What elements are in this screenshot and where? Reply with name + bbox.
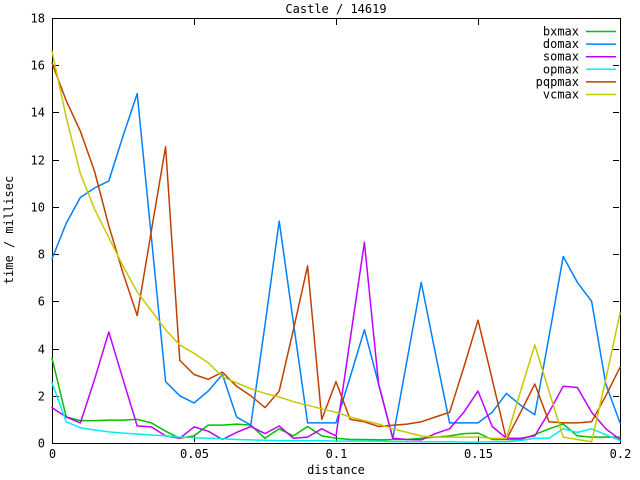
series-line-somax [51, 241, 621, 441]
plot-generated-layer: 0 2 4 6 8 10 12 14 16 18 0 0.05 0.1 0.15 0.2 bxmaxdomax… [31, 12, 632, 462]
y-tick-label: 12 [31, 154, 45, 168]
y-tick-label: 14 [31, 106, 45, 120]
x-tick-label: 0 [49, 447, 56, 461]
x-axis-label: distance [307, 463, 365, 477]
legend-label-pqpmax: pqpmax [536, 75, 579, 89]
y-tick-label: 18 [31, 12, 45, 26]
x-tick-label: 0.2 [610, 447, 632, 461]
legend-label-domax: domax [543, 37, 579, 51]
chart-title: Castle / 14619 [285, 2, 386, 16]
y-tick-label: 6 [38, 295, 45, 309]
y-axis-label: time / millisec [2, 176, 16, 284]
series-line-opmax [51, 382, 621, 443]
series-line-pqpmax [51, 62, 621, 441]
plot-frame [52, 18, 621, 444]
x-tick-label: 0.15 [464, 447, 493, 461]
y-tick-label: 16 [31, 59, 45, 73]
legend-label-bxmax: bxmax [543, 25, 579, 39]
x-tick-label: 0.1 [326, 447, 348, 461]
y-tick-label: 4 [38, 343, 45, 357]
legend-label-somax: somax [543, 50, 579, 64]
series-line-domax [51, 92, 621, 440]
y-tick-label: 10 [31, 201, 45, 215]
y-tick-label: 2 [38, 390, 45, 404]
y-tick-label: 0 [38, 437, 45, 451]
legend-label-opmax: opmax [543, 62, 579, 76]
x-tick-label: 0.05 [180, 447, 209, 461]
y-tick-label: 8 [38, 248, 45, 262]
legend-label-vcmax: vcmax [543, 88, 579, 102]
series-line-vcmax [51, 50, 621, 443]
series-line-bxmax [51, 357, 621, 441]
